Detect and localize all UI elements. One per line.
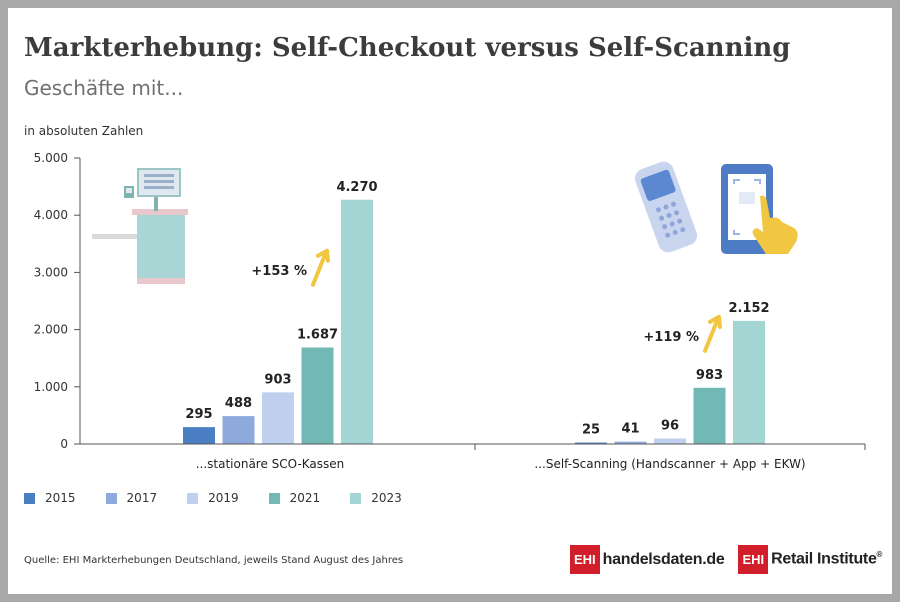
chart-legend: 2015 2017 2019 2021 2023 [24,491,402,505]
ehi-logo-box-2: EHI [738,545,769,574]
bar-2021-1 [693,387,726,444]
y-tick-label: 0 [60,437,68,451]
bar-value-label: 488 [225,396,252,411]
legend-item-2019: 2019 [187,491,239,505]
legend-swatch [105,492,117,504]
bars: 295 25 488 41 903 96 1.687 983 4.270 2.152 +153 % +… [183,180,770,444]
bar-value-label: 25 [582,423,600,438]
bar-2019-1 [654,438,686,444]
bar-2023-0 [341,199,373,444]
bar-2023-1 [733,320,765,444]
legend-item-2023: 2023 [350,491,402,505]
bar-value-label: 903 [264,372,291,387]
bar-2015-0 [183,427,215,444]
y-axis-ticks: 0 1.000 2.000 3.000 4.000 5.000 [34,151,81,451]
logos: EHI handelsdaten.de EHI Retail Institute… [570,545,882,574]
x-axis: ...stationäre SCO-Kassen ...Self-Scanning… [80,443,866,471]
bar-value-label: 1.687 [297,328,338,343]
bar-value-label: 96 [661,419,679,434]
growth-annotation-label: +119 % [643,330,699,345]
legend-label: 2017 [126,491,158,505]
self-checkout-terminal-icon [92,168,188,284]
bar-value-label: 2.152 [728,301,769,316]
y-tick-label: 4.000 [34,208,68,222]
legend-item-2017: 2017 [105,491,158,505]
smartphone-app-icon [721,164,798,254]
legend-item-2021: 2021 [268,491,321,505]
retail-institute-logo-text: Retail Institute® [771,550,883,568]
growth-arrow-icon [703,314,722,353]
chart-subtitle: Geschäfte mit... [24,76,184,100]
legend-label: 2019 [208,491,239,505]
bar-2017-1 [614,441,647,444]
y-tick-label: 1.000 [34,380,68,394]
legend-swatch [350,492,362,504]
y-axis-unit-label: in absoluten Zahlen [24,124,144,138]
y-tick-label: 2.000 [34,323,68,337]
y-tick-label: 3.000 [34,265,68,279]
ehi-retail-institute-logo: EHI Retail Institute® [738,545,882,574]
handelsdaten-logo: EHI handelsdaten.de [570,545,725,574]
bar-2015-1 [575,442,607,444]
y-tick-label: 5.000 [34,151,68,165]
handscanner-icon [634,161,698,253]
bar-2017-0 [222,416,255,444]
growth-annotation-label: +153 % [251,264,307,279]
legend-label: 2015 [45,491,76,505]
x-category-label: ...stationäre SCO-Kassen [196,457,345,471]
legend-swatch [268,492,280,504]
growth-arrow-icon [311,248,330,287]
x-category-label: ...Self-Scanning (Handscanner + App + EK… [534,457,805,471]
bar-value-label: 4.270 [336,180,377,195]
source-note: Quelle: EHI Markterhebungen Deutschland,… [24,555,404,566]
legend-label: 2023 [371,491,402,505]
bar-value-label: 295 [185,407,212,422]
bar-2019-0 [262,392,294,444]
legend-swatch [187,492,199,504]
chart-frame [8,8,892,594]
bar-value-label: 41 [621,422,639,437]
ehi-logo-box: EHI [570,545,600,574]
legend-swatch [24,492,35,504]
bar-2021-0 [301,347,334,444]
bar-value-label: 983 [696,368,723,383]
handelsdaten-logo-text: handelsdaten.de [602,550,725,568]
legend-label: 2021 [289,491,321,505]
chart-title: Markterhebung: Self-Checkout versus Self… [24,33,791,63]
legend-item-2015: 2015 [24,491,76,505]
